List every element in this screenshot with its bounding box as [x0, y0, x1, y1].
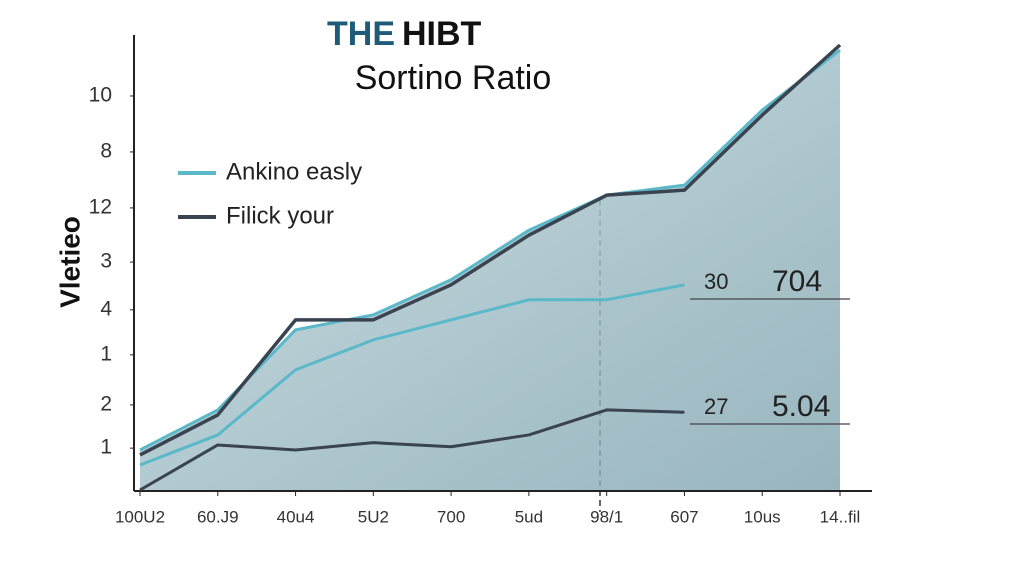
annotation: 30	[704, 269, 728, 294]
legend-label: Ankino easly	[226, 158, 362, 185]
chart-title: HIBT	[402, 15, 482, 53]
x-tick-label: 10us	[744, 507, 781, 526]
area	[140, 50, 840, 490]
annotation: 27	[704, 394, 728, 419]
y-tick-label: 1	[100, 342, 112, 365]
y-tick-label: 3	[100, 250, 112, 273]
x-tick-label: 98/1	[590, 507, 623, 526]
x-tick-label: 100U2	[115, 507, 165, 526]
y-tick-label: 12	[89, 195, 112, 218]
y-tick-label: 8	[100, 139, 112, 162]
annotation: 5.04	[772, 390, 830, 423]
x-tick-label: 40u4	[277, 507, 315, 526]
x-tick-label: 5ud	[515, 507, 543, 526]
annotation: 704	[772, 265, 822, 298]
x-tick-label: 5U2	[358, 507, 389, 526]
x-tick-label: 700	[437, 507, 465, 526]
x-tick-label: 14..fil	[820, 507, 861, 526]
y-tick-label: 4	[100, 297, 112, 320]
y-axis-label: Vletieo	[54, 216, 85, 308]
series-line	[139, 408, 685, 492]
x-tick-label: 607	[670, 507, 698, 526]
legend-label: Filick your	[226, 202, 334, 229]
y-tick-label: 1	[100, 436, 112, 459]
title-prefix: THE	[327, 15, 395, 53]
series-line	[139, 43, 842, 457]
y-tick-label: 2	[100, 392, 112, 415]
chart-subtitle: Sortino Ratio	[355, 59, 552, 97]
series-line	[139, 283, 685, 467]
x-tick-label: 60.J9	[197, 507, 239, 526]
y-tick-label: 10	[89, 84, 112, 107]
